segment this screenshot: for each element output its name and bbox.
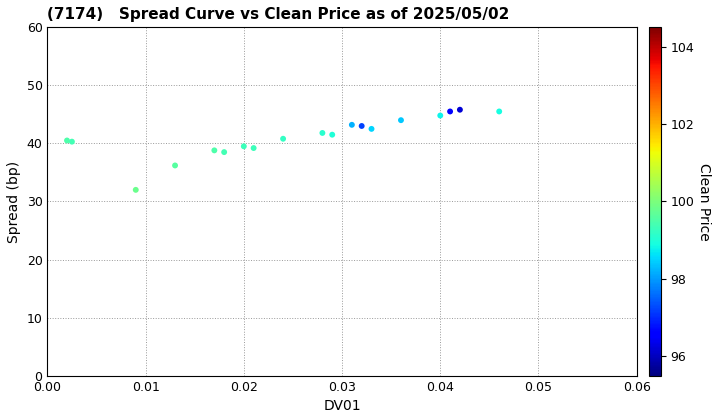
- Point: [444, 108, 456, 115]
- Point: [248, 144, 259, 151]
- Point: [238, 143, 250, 150]
- Point: [61, 137, 73, 144]
- Y-axis label: Spread (bp): Spread (bp): [7, 160, 21, 242]
- Point: [169, 162, 181, 169]
- Point: [346, 121, 358, 128]
- Point: [218, 149, 230, 155]
- Point: [454, 106, 466, 113]
- Point: [493, 108, 505, 115]
- Point: [366, 126, 377, 132]
- Point: [317, 130, 328, 136]
- Point: [209, 147, 220, 154]
- Point: [130, 186, 142, 193]
- Point: [395, 117, 407, 123]
- Y-axis label: Clean Price: Clean Price: [697, 163, 711, 240]
- Point: [277, 135, 289, 142]
- Point: [66, 138, 78, 145]
- X-axis label: DV01: DV01: [323, 399, 361, 413]
- Point: [356, 123, 367, 129]
- Point: [434, 112, 446, 119]
- Point: [326, 131, 338, 138]
- Text: (7174)   Spread Curve vs Clean Price as of 2025/05/02: (7174) Spread Curve vs Clean Price as of…: [48, 7, 510, 22]
